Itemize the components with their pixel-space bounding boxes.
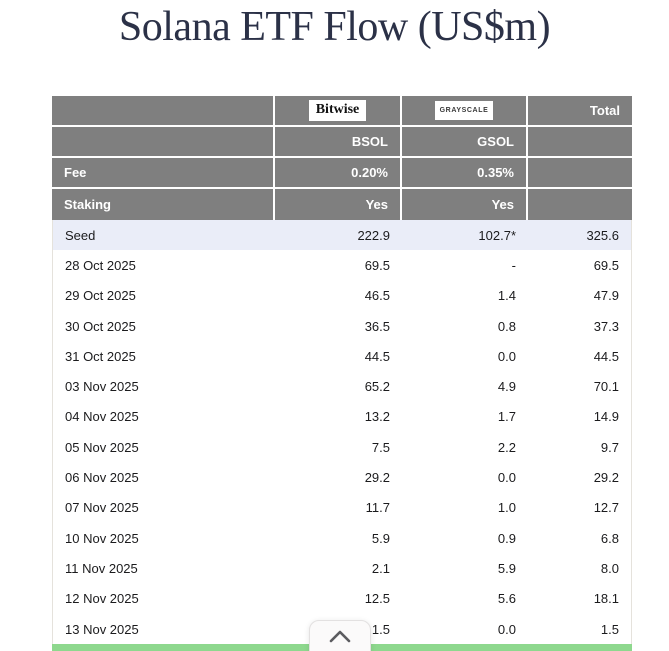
row-gsol-value: 2.2 [402,432,528,463]
row-date-label: 29 Oct 2025 [52,280,275,311]
fee-gsol: 0.35% [402,158,528,189]
row-total-value: 8.0 [528,553,632,584]
row-date-label: 12 Nov 2025 [52,583,275,614]
staking-gsol: Yes [402,189,528,220]
table-row: 30 Oct 2025 36.5 0.8 37.3 [52,310,632,342]
row-total-value: 37.3 [528,310,632,342]
table-row: 03 Nov 2025 65.2 4.9 70.1 [52,371,632,402]
row-total-value: 44.5 [528,341,632,372]
ticker-bsol: BSOL [275,127,402,158]
ticker-total-empty [528,127,632,158]
bitwise-logo: Bitwise [308,100,367,121]
row-date-label: 28 Oct 2025 [52,250,275,281]
row-gsol-value: 0.0 [402,613,528,645]
row-total-value: 14.9 [528,401,632,433]
table-row: 28 Oct 2025 69.5 - 69.5 [52,250,632,281]
table-row: 07 Nov 2025 11.7 1.0 12.7 [52,492,632,523]
page-title: Solana ETF Flow (US$m) [118,4,551,50]
row-gsol-value: 5.9 [402,553,528,584]
row-gsol-value: 1.4 [402,280,528,311]
fee-row: Fee 0.20% 0.35% [52,158,632,189]
row-bsol-value: 44.5 [275,341,402,372]
fee-label: Fee [52,158,275,189]
ticker-empty-cell [52,127,275,158]
table-row: 05 Nov 2025 7.5 2.2 9.7 [52,432,632,463]
row-bsol-value: 222.9 [275,220,402,251]
row-gsol-value: - [402,250,528,281]
row-date-label: 13 Nov 2025 [52,613,275,645]
row-bsol-value: 5.9 [275,522,402,554]
table-row: Seed 222.9 102.7* 325.6 [52,220,632,251]
staking-total-empty [528,189,632,220]
row-bsol-value: 11.7 [275,492,402,523]
table-row: 11 Nov 2025 2.1 5.9 8.0 [52,553,632,584]
table-row: 04 Nov 2025 13.2 1.7 14.9 [52,401,632,433]
header-tickers-row: BSOL GSOL [52,127,632,158]
header-total-label: Total [528,96,632,127]
row-bsol-value: 13.2 [275,401,402,433]
table-row: 13 Nov 2025 1.5 0.0 1.5 [52,613,632,645]
row-bsol-value: 65.2 [275,371,402,402]
row-gsol-value: 1.0 [402,492,528,523]
row-total-value: 69.5 [528,250,632,281]
row-gsol-value: 1.7 [402,401,528,433]
header-empty-cell [52,96,275,127]
header-logos-row: Bitwise GRAYSCALE Total [52,96,632,127]
row-total-value: 70.1 [528,371,632,402]
row-bsol-value: 36.5 [275,310,402,342]
row-date-label: 06 Nov 2025 [52,462,275,493]
row-date-label: 11 Nov 2025 [52,553,275,584]
row-date-label: Seed [52,220,275,251]
staking-row: Staking Yes Yes [52,189,632,220]
row-date-label: 03 Nov 2025 [52,371,275,402]
etf-flow-table: Bitwise GRAYSCALE Total BSOL GSOL Fee 0.… [52,96,632,651]
fee-total-empty [528,158,632,189]
row-total-value: 12.7 [528,492,632,523]
table-row: 06 Nov 2025 29.2 0.0 29.2 [52,462,632,493]
table-body: Seed 222.9 102.7* 325.6 28 Oct 2025 69.5… [52,220,632,645]
row-date-label: 04 Nov 2025 [52,401,275,433]
row-date-label: 30 Oct 2025 [52,310,275,342]
row-total-value: 29.2 [528,462,632,493]
scroll-top-button[interactable] [309,620,371,651]
row-total-value: 325.6 [528,220,632,251]
row-total-value: 6.8 [528,522,632,554]
row-date-label: 05 Nov 2025 [52,432,275,463]
header-grayscale-cell: GRAYSCALE [402,96,528,127]
table-row: 10 Nov 2025 5.9 0.9 6.8 [52,522,632,554]
row-gsol-value: 102.7* [402,220,528,251]
row-bsol-value: 12.5 [275,583,402,614]
table-row: 31 Oct 2025 44.5 0.0 44.5 [52,341,632,372]
row-bsol-value: 69.5 [275,250,402,281]
staking-label: Staking [52,189,275,220]
row-date-label: 10 Nov 2025 [52,522,275,554]
row-bsol-value: 29.2 [275,462,402,493]
table-row: 29 Oct 2025 46.5 1.4 47.9 [52,280,632,311]
fee-bsol: 0.20% [275,158,402,189]
row-bsol-value: 46.5 [275,280,402,311]
row-gsol-value: 4.9 [402,371,528,402]
staking-bsol: Yes [275,189,402,220]
row-total-value: 1.5 [528,613,632,645]
row-gsol-value: 0.9 [402,522,528,554]
grayscale-logo: GRAYSCALE [434,101,494,120]
row-date-label: 31 Oct 2025 [52,341,275,372]
row-bsol-value: 7.5 [275,432,402,463]
row-gsol-value: 0.0 [402,341,528,372]
header-bitwise-cell: Bitwise [275,96,402,127]
row-bsol-value: 2.1 [275,553,402,584]
ticker-gsol: GSOL [402,127,528,158]
row-gsol-value: 5.6 [402,583,528,614]
row-gsol-value: 0.8 [402,310,528,342]
row-total-value: 47.9 [528,280,632,311]
row-gsol-value: 0.0 [402,462,528,493]
table-row: 12 Nov 2025 12.5 5.6 18.1 [52,583,632,614]
chevron-up-icon [329,630,351,643]
row-total-value: 9.7 [528,432,632,463]
row-date-label: 07 Nov 2025 [52,492,275,523]
row-total-value: 18.1 [528,583,632,614]
